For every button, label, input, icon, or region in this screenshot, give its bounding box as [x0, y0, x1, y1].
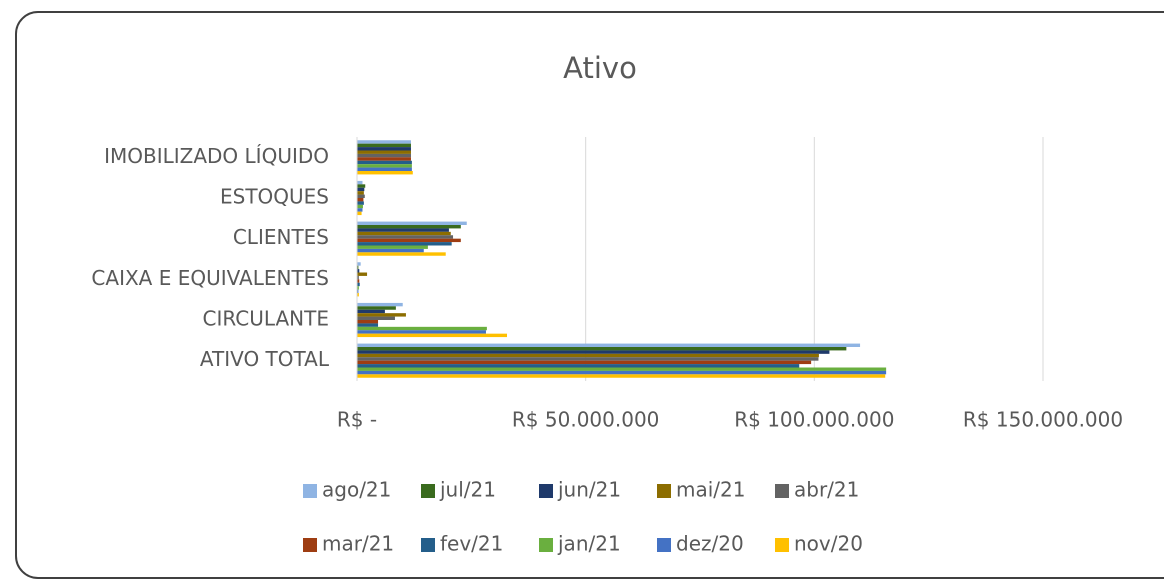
- bar: [357, 140, 411, 144]
- bar: [357, 343, 861, 348]
- bar: [357, 333, 508, 338]
- legend-swatch: [657, 538, 671, 552]
- legend-swatch: [775, 538, 789, 552]
- bar: [357, 198, 364, 202]
- legend-label: fev/21: [440, 532, 503, 556]
- chart-title: Ativo: [563, 51, 637, 85]
- bar: [357, 248, 424, 253]
- legend-label: mar/21: [322, 532, 394, 556]
- legend-swatch: [303, 538, 317, 552]
- bar: [357, 150, 411, 154]
- bar: [357, 187, 365, 192]
- bar: [357, 269, 360, 273]
- bar: [357, 170, 413, 175]
- bar: [357, 231, 451, 236]
- x-tick-label: R$ 50.000.000: [512, 408, 660, 432]
- legend-label: dez/20: [676, 532, 744, 556]
- bar: [357, 204, 363, 209]
- legend-swatch: [539, 538, 553, 552]
- legend-swatch: [539, 484, 553, 498]
- bar: [357, 282, 360, 287]
- bar: [357, 374, 886, 378]
- bar: [357, 286, 359, 290]
- legend-label: jun/21: [557, 478, 621, 502]
- bar: [357, 326, 487, 331]
- bar: [357, 153, 411, 158]
- bar: [357, 357, 819, 361]
- y-tick-label: ESTOQUES: [220, 185, 329, 209]
- bar: [357, 147, 411, 151]
- bar: [357, 275, 359, 280]
- y-tick-label: IMOBILIZADO LÍQUIDO: [104, 144, 329, 168]
- bar: [357, 316, 395, 320]
- bar: [357, 157, 411, 161]
- bar: [357, 367, 887, 371]
- y-tick-label: CLIENTES: [233, 225, 329, 249]
- bar: [357, 370, 887, 375]
- legend-swatch: [421, 538, 435, 552]
- legend-label: ago/21: [322, 478, 391, 502]
- bar: [357, 330, 486, 334]
- bar: [357, 323, 379, 327]
- bar: [357, 164, 412, 168]
- y-tick-label: CAIXA E EQUIVALENTES: [91, 266, 329, 290]
- bar: [357, 211, 362, 216]
- bar: [357, 208, 363, 212]
- legend-swatch: [303, 484, 317, 498]
- bar: [357, 235, 454, 239]
- bar: [357, 160, 412, 165]
- bar: [357, 238, 461, 243]
- bar: [357, 221, 467, 226]
- y-tick-label: CIRCULANTE: [203, 307, 329, 331]
- bar: [357, 289, 359, 293]
- bar: [357, 180, 363, 185]
- x-tick-label: R$ 150.000.000: [963, 408, 1123, 432]
- bar: [357, 245, 428, 249]
- x-tick-label: R$ 100.000.000: [734, 408, 894, 432]
- bar: [357, 252, 446, 256]
- legend-swatch: [775, 484, 789, 498]
- bar: [357, 167, 412, 171]
- bar: [357, 302, 403, 307]
- bar: [357, 225, 461, 229]
- legend-label: abr/21: [794, 478, 859, 502]
- legend-label: mai/21: [676, 478, 745, 502]
- bar: [357, 228, 449, 232]
- legend-label: nov/20: [794, 532, 863, 556]
- bar: [357, 184, 366, 188]
- bar: [357, 194, 365, 198]
- legend-swatch: [421, 484, 435, 498]
- bar: [357, 201, 364, 205]
- legend-label: jul/21: [439, 478, 496, 502]
- x-tick-label: R$ -: [337, 408, 377, 432]
- legend-label: jan/21: [557, 532, 621, 556]
- bar: [357, 309, 385, 314]
- bar: [357, 242, 452, 246]
- bar: [357, 353, 819, 358]
- y-tick-label: ATIVO TOTAL: [200, 347, 330, 371]
- bar: [357, 360, 812, 365]
- legend-swatch: [657, 484, 671, 498]
- bar: [357, 313, 406, 317]
- bar: [357, 320, 379, 324]
- chart-frame: [15, 11, 1164, 579]
- bar: [357, 350, 830, 354]
- bar: [357, 265, 359, 270]
- bar: [357, 279, 360, 283]
- bar: [357, 191, 364, 195]
- bar: [357, 347, 847, 351]
- bar: [357, 143, 411, 148]
- bar: [357, 306, 396, 310]
- bar: [357, 262, 361, 266]
- bar: [357, 292, 359, 297]
- bar: [357, 272, 368, 276]
- bar: [357, 364, 800, 368]
